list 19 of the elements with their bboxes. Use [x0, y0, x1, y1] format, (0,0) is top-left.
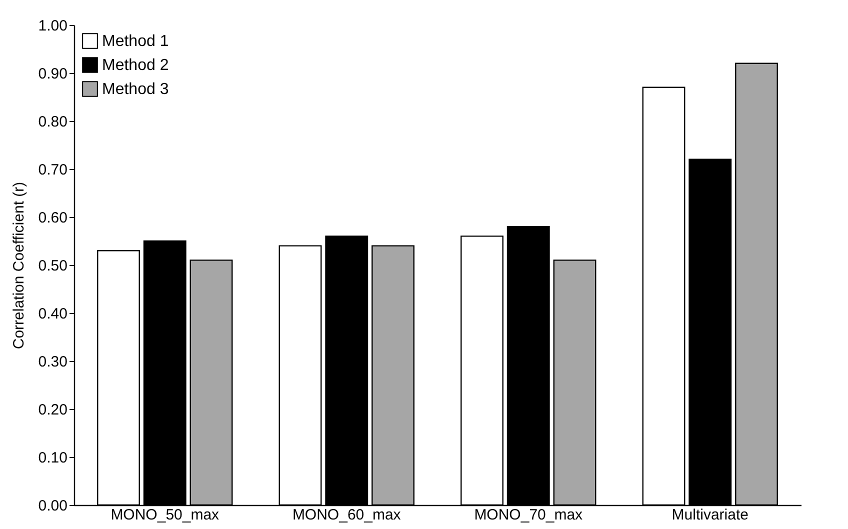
legend-label: Method 1 — [102, 33, 169, 50]
y-tick-label: 0.50 — [38, 258, 68, 274]
y-tick-label: 0.90 — [38, 66, 68, 82]
y-tick-label: 0.70 — [38, 162, 68, 178]
x-tick-label: MONO_70_max — [474, 506, 584, 524]
y-tick-label: 0.20 — [38, 402, 68, 418]
legend-label: Method 3 — [102, 81, 169, 98]
x-tick-label: MONO_60_max — [292, 506, 402, 524]
y-tick-label: 0.30 — [38, 354, 68, 370]
y-tick-label: 0.40 — [38, 306, 68, 322]
y-tick-label: 0.00 — [38, 498, 68, 514]
y-tick-label: 0.80 — [38, 114, 68, 130]
y-tick-label: 0.10 — [38, 450, 68, 466]
x-tick-label: MONO_50_max — [110, 506, 220, 524]
y-axis-title: Correlation Coefficient (r) — [10, 182, 28, 350]
y-tick-label: 1.00 — [38, 18, 68, 34]
x-tick-label: Multivariate — [672, 506, 748, 524]
legend-label: Method 2 — [102, 57, 169, 74]
y-tick-label: 0.60 — [38, 210, 68, 226]
